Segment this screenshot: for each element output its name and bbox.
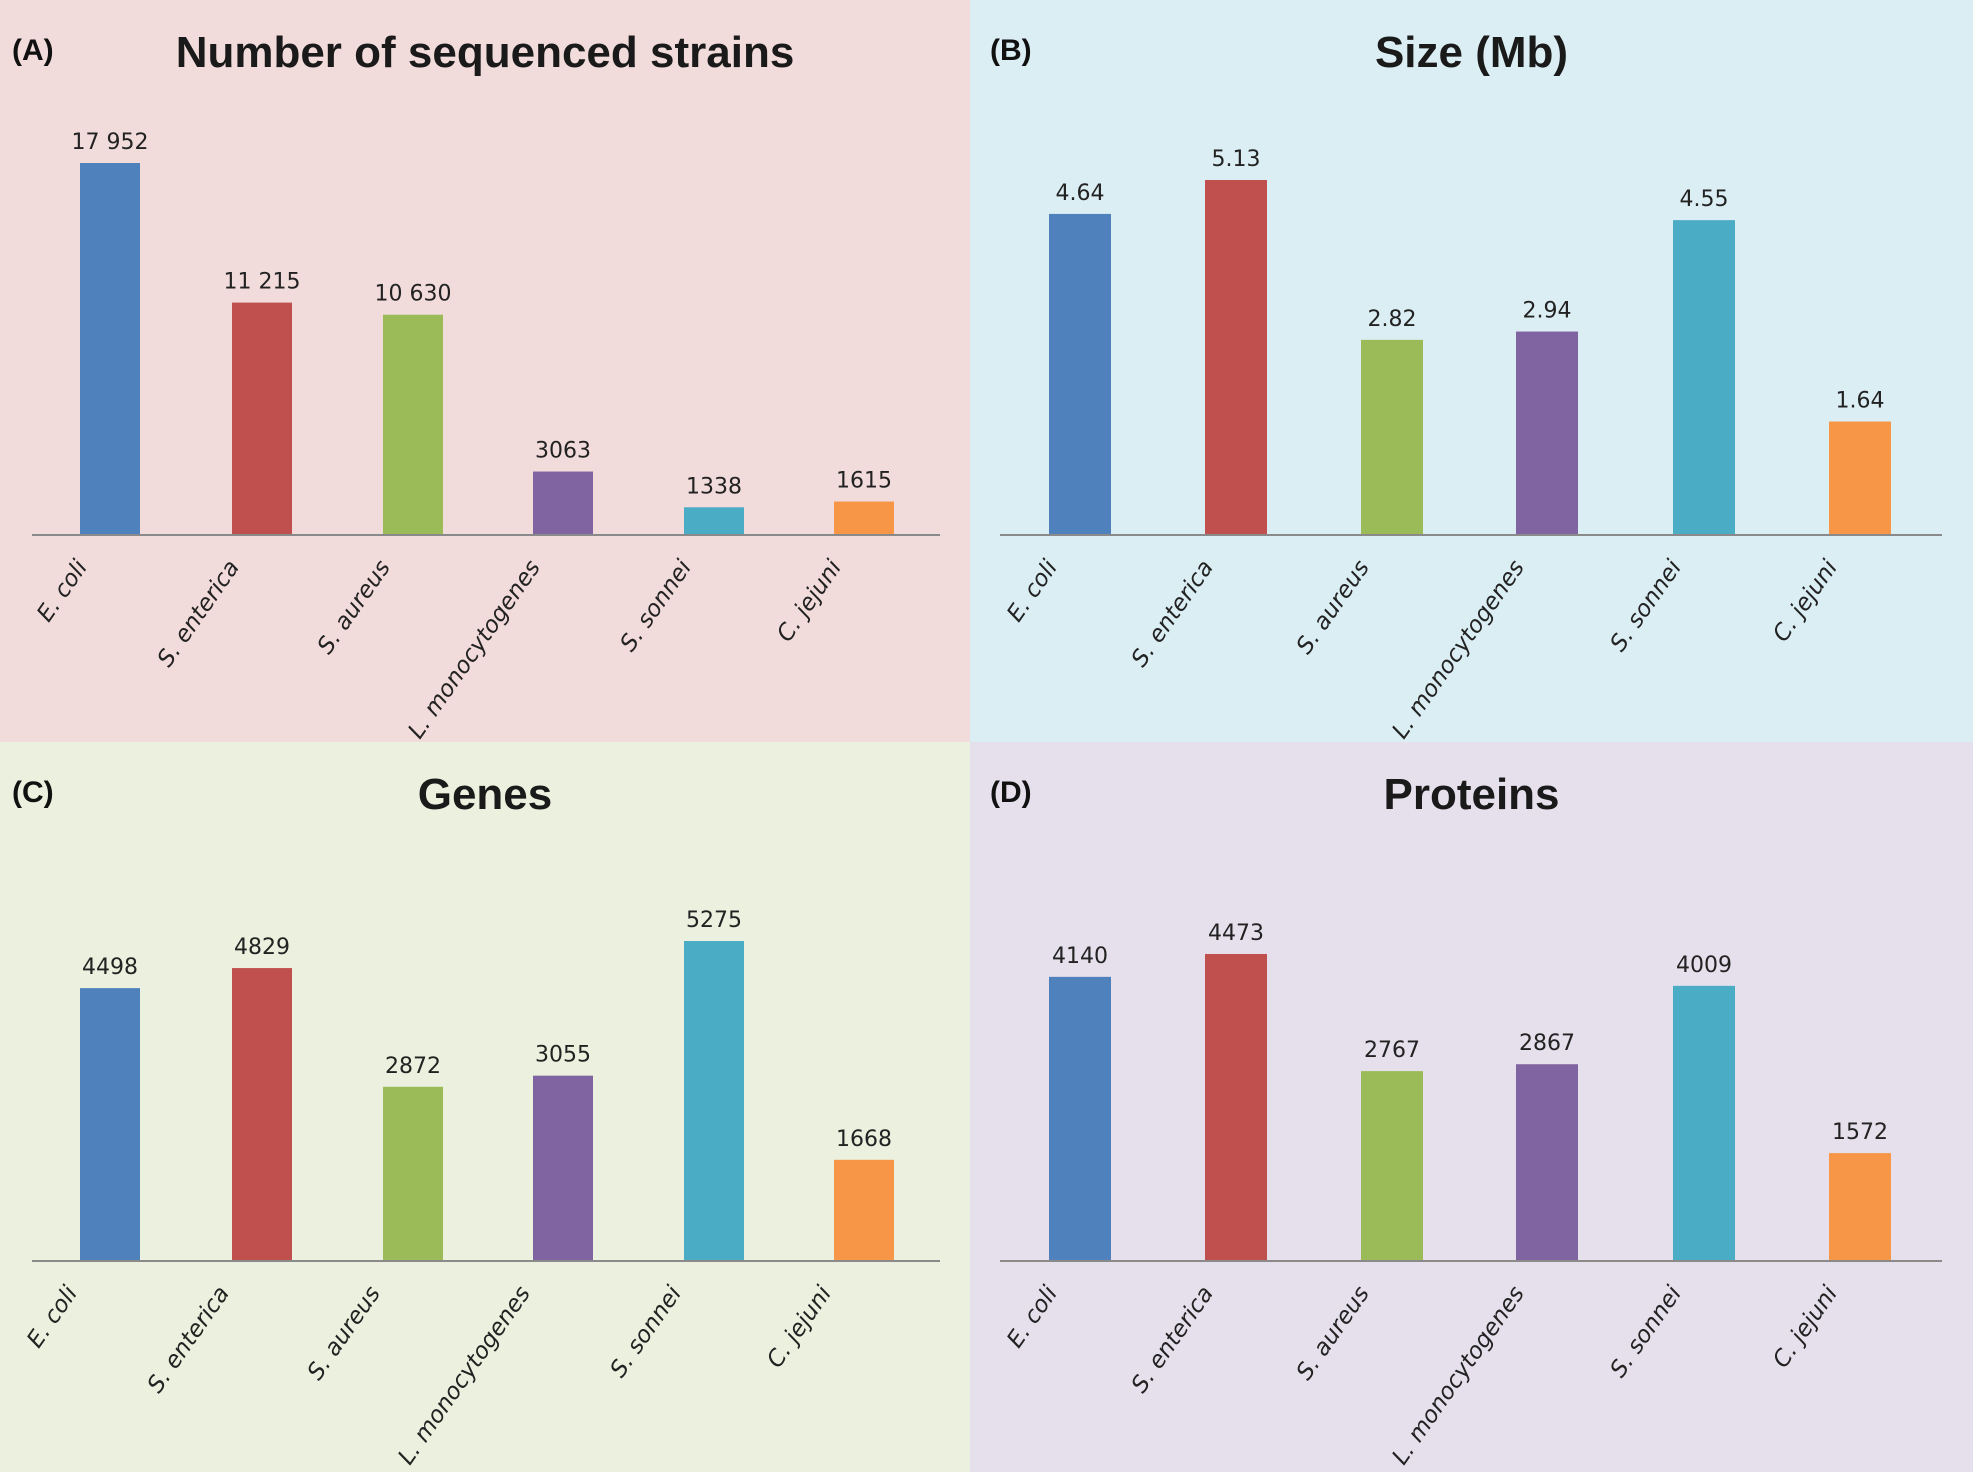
- category-label-s-enterica: S. enterica: [1127, 1282, 1219, 1398]
- panel-label: (D): [990, 776, 1032, 809]
- data-label-e-coli: 4.64: [1056, 181, 1105, 206]
- data-label-c-jejuni: 1615: [836, 469, 892, 494]
- category-label-s-sonnei: S. sonnei: [605, 1281, 687, 1382]
- bar-l-monocytogenes: [533, 1075, 593, 1261]
- data-label-s-aureus: 10 630: [375, 282, 452, 307]
- data-label-s-sonnei: 4.55: [1680, 187, 1729, 212]
- bar-s-aureus: [383, 314, 443, 535]
- data-label-e-coli: 4498: [82, 955, 138, 980]
- panel-label: (B): [990, 34, 1032, 67]
- bar-s-enterica: [1205, 180, 1267, 535]
- bar-s-aureus: [1361, 1071, 1423, 1261]
- category-label-s-enterica: S. enterica: [153, 556, 245, 672]
- data-label-s-aureus: 2.82: [1368, 307, 1417, 332]
- bar-s-sonnei: [684, 941, 744, 1261]
- bar-s-aureus: [1361, 339, 1423, 535]
- data-label-l-monocytogenes: 3055: [535, 1043, 591, 1068]
- category-label-s-aureus: S. aureus: [313, 556, 396, 659]
- category-label-s-sonnei: S. sonnei: [1605, 555, 1687, 656]
- category-label-s-sonnei: S. sonnei: [1605, 1281, 1687, 1382]
- bar-l-monocytogenes: [1516, 331, 1578, 535]
- data-label-l-monocytogenes: 2.94: [1523, 299, 1572, 324]
- bar-s-sonnei: [1673, 985, 1735, 1261]
- data-label-s-enterica: 4829: [234, 935, 290, 960]
- chart-title: Size (Mb): [1374, 28, 1569, 77]
- data-label-c-jejuni: 1572: [1832, 1120, 1888, 1145]
- data-label-e-coli: 17 952: [72, 130, 149, 155]
- bar-c-jejuni: [834, 1159, 894, 1261]
- bar-s-sonnei: [684, 507, 744, 535]
- bar-chart-genes: 4498 E. coli 4829 S. enterica 2872 S. aureus 3…: [22, 908, 940, 1470]
- data-label-s-enterica: 11 215: [224, 270, 301, 295]
- category-label-s-aureus: S. aureus: [1292, 1282, 1375, 1385]
- category-label-l-monocytogenes: L. monocytogenes: [393, 1282, 536, 1470]
- category-label-c-jejuni: C. jejuni: [1768, 555, 1843, 647]
- bar-c-jejuni: [1829, 421, 1891, 535]
- bar-e-coli: [80, 163, 140, 535]
- bar-e-coli: [1049, 213, 1111, 535]
- bar-s-enterica: [1205, 954, 1267, 1261]
- panel-c: (C) Genes 4498 E. coli 4829 S. enterica 2872…: [0, 742, 970, 1472]
- data-label-e-coli: 4140: [1052, 944, 1108, 969]
- chart-title: Number of sequenced strains: [175, 28, 795, 77]
- bar-chart-strains: 17 952 E. coli 11 215 S. enterica 10 630 S. a…: [32, 130, 940, 742]
- data-label-s-sonnei: 1338: [686, 474, 742, 499]
- category-label-s-aureus: S. aureus: [1292, 556, 1375, 659]
- data-label-l-monocytogenes: 3063: [535, 439, 591, 464]
- bar-s-enterica: [232, 302, 292, 535]
- category-label-l-monocytogenes: L. monocytogenes: [403, 556, 546, 742]
- category-label-l-monocytogenes: L. monocytogenes: [1387, 1282, 1530, 1470]
- category-label-c-jejuni: C. jejuni: [762, 1281, 837, 1373]
- bar-c-jejuni: [1829, 1153, 1891, 1261]
- bar-l-monocytogenes: [1516, 1064, 1578, 1261]
- category-label-s-aureus: S. aureus: [303, 1282, 386, 1385]
- data-label-s-sonnei: 4009: [1676, 953, 1732, 978]
- data-label-c-jejuni: 1668: [836, 1127, 892, 1152]
- data-label-s-enterica: 4473: [1208, 921, 1264, 946]
- bar-c-jejuni: [834, 501, 894, 535]
- bar-l-monocytogenes: [533, 471, 593, 535]
- category-label-s-sonnei: S. sonnei: [615, 555, 697, 656]
- panel-label: (C): [12, 776, 54, 809]
- data-label-s-sonnei: 5275: [686, 908, 742, 933]
- category-label-e-coli: E. coli: [1002, 1281, 1063, 1353]
- category-label-e-coli: E. coli: [32, 555, 93, 627]
- category-label-s-enterica: S. enterica: [1127, 556, 1219, 672]
- data-label-l-monocytogenes: 2867: [1519, 1031, 1575, 1056]
- category-label-e-coli: E. coli: [1002, 555, 1063, 627]
- bar-chart-proteins: 4140 E. coli 4473 S. enterica 2767 S. aureus 2…: [1000, 921, 1942, 1470]
- panel-label: (A): [12, 34, 54, 67]
- panel-d: (D) Proteins 4140 E. coli 4473 S. enterica 2…: [970, 742, 1973, 1472]
- data-label-s-aureus: 2767: [1364, 1038, 1420, 1063]
- bar-s-sonnei: [1673, 220, 1735, 535]
- category-label-c-jejuni: C. jejuni: [772, 555, 847, 647]
- panel-a: (A) Number of sequenced strains 17 952 E.…: [0, 0, 970, 742]
- panel-b: (B) Size (Mb) 4.64 E. coli 5.13 S. enterica…: [970, 0, 1973, 742]
- category-label-s-enterica: S. enterica: [143, 1282, 235, 1398]
- category-label-l-monocytogenes: L. monocytogenes: [1387, 556, 1530, 742]
- category-label-c-jejuni: C. jejuni: [1768, 1281, 1843, 1373]
- bar-s-aureus: [383, 1086, 443, 1261]
- chart-title: Genes: [417, 770, 553, 819]
- bar-s-enterica: [232, 968, 292, 1261]
- category-label-e-coli: E. coli: [22, 1281, 83, 1353]
- data-label-s-aureus: 2872: [385, 1054, 441, 1079]
- data-label-s-enterica: 5.13: [1212, 147, 1261, 172]
- bar-chart-size: 4.64 E. coli 5.13 S. enterica 2.82 S. aureus 2…: [1000, 147, 1942, 742]
- data-label-c-jejuni: 1.64: [1836, 389, 1885, 414]
- chart-title: Proteins: [1383, 770, 1560, 819]
- bar-e-coli: [80, 988, 140, 1261]
- bar-e-coli: [1049, 976, 1111, 1261]
